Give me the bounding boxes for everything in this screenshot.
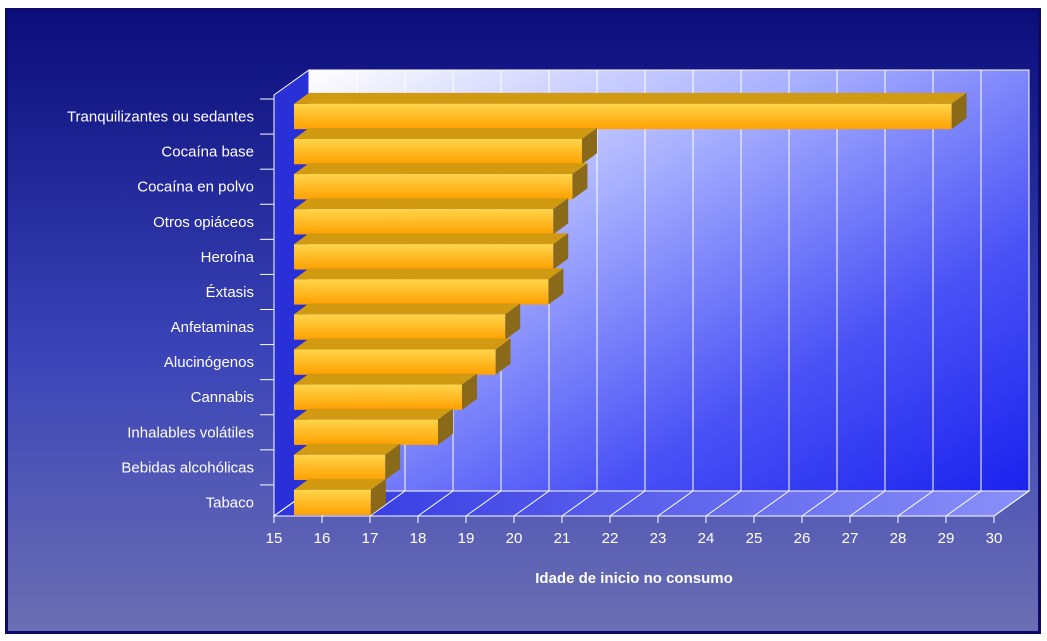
bar-front — [294, 314, 506, 340]
bar-front — [294, 209, 554, 235]
grid-line-floor — [993, 490, 1030, 517]
bar-side — [385, 443, 401, 481]
bar-top — [294, 443, 401, 455]
bars — [294, 92, 967, 516]
bar-chart: Tranquilizantes ou sedantes Cocaína base C… — [67, 69, 1031, 587]
grid-line-floor — [513, 490, 550, 517]
grid-line-floor — [657, 490, 694, 517]
bar — [294, 233, 569, 270]
bar — [294, 127, 597, 165]
bar-side — [572, 163, 588, 200]
bar-top — [294, 303, 521, 315]
x-tick-label: 16 — [314, 530, 331, 547]
x-tick-label: 28 — [890, 530, 907, 547]
bar-side — [548, 268, 564, 305]
bar-front — [294, 349, 496, 375]
bar-top — [294, 127, 597, 139]
grid-line-floor — [753, 490, 790, 517]
x-tick-label: 20 — [506, 530, 523, 547]
bar-top — [294, 198, 569, 210]
grid-line-floor — [369, 490, 406, 517]
bar-front — [294, 138, 582, 165]
bar-top — [294, 373, 477, 385]
bar — [294, 163, 588, 200]
grid-line-floor — [561, 490, 598, 517]
bar-front — [294, 244, 554, 270]
x-tick-label: 25 — [746, 530, 763, 547]
category-label: Bebidas alcohólicas — [121, 459, 254, 476]
bar-top — [294, 268, 564, 280]
category-labels: Tranquilizantes ou sedantes Cocaína base C… — [67, 98, 274, 511]
category-label: Tranquilizantes ou sedantes — [67, 109, 254, 126]
bar — [294, 198, 569, 235]
category-label: Tabaco — [206, 494, 254, 511]
category-label: Heroína — [201, 249, 255, 266]
x-axis-title: Idade de inicio no consumo — [535, 570, 733, 587]
grid-line-floor — [705, 490, 742, 517]
x-tick-label: 19 — [458, 530, 475, 547]
category-label: Otros opiáceos — [153, 214, 254, 231]
bar-side — [505, 303, 521, 340]
bar-top — [294, 163, 588, 175]
x-tick-label: 22 — [602, 530, 619, 547]
bar — [294, 338, 511, 375]
x-tick-label: 21 — [554, 530, 571, 547]
grid-line-floor — [465, 490, 502, 517]
bar — [294, 268, 564, 305]
x-tick-label: 15 — [266, 530, 283, 547]
bar-top — [294, 478, 386, 490]
bar-front — [294, 279, 549, 305]
x-tick-label: 26 — [794, 530, 811, 547]
bar-front — [294, 489, 371, 516]
bar-side — [462, 373, 477, 410]
category-label: Cocaína base — [161, 144, 254, 161]
x-tick-label: 23 — [650, 530, 667, 547]
bar-top — [294, 338, 511, 350]
bar — [294, 408, 453, 445]
x-tick-label: 27 — [842, 530, 859, 547]
grid-line-floor — [609, 490, 646, 517]
bar-front — [294, 454, 386, 481]
category-label: Anfetaminas — [171, 319, 254, 336]
category-label: Cannabis — [191, 389, 254, 406]
bar-top — [294, 408, 453, 420]
x-tick-label: 29 — [938, 530, 955, 547]
grid-line-floor — [849, 490, 886, 517]
bar-top — [294, 92, 967, 104]
grid-line-floor — [897, 490, 934, 517]
bar — [294, 92, 967, 130]
bar-front — [294, 174, 573, 200]
bar-top — [294, 233, 569, 245]
bar-front — [294, 384, 462, 410]
bar-front — [294, 103, 952, 130]
bar-front — [294, 419, 438, 445]
category-label: Cocaína en polvo — [137, 179, 254, 196]
category-label: Alucinógenos — [164, 354, 254, 371]
category-label: Inhalables volátiles — [127, 424, 254, 441]
category-label: Éxtasis — [206, 284, 254, 301]
x-tick-label: 17 — [362, 530, 379, 547]
x-tick-label: 18 — [410, 530, 427, 547]
x-tick-label: 24 — [698, 530, 715, 547]
bar-side — [582, 127, 597, 165]
grid-line-floor — [945, 490, 982, 517]
chart-frame: Tranquilizantes ou sedantes Cocaína base C… — [5, 8, 1041, 634]
bar-side — [951, 92, 967, 130]
x-tick-labels: 15 16 17 18 19 20 21 22 23 24 25 26 27 28 29 30 — [266, 530, 1003, 547]
bar — [294, 373, 477, 410]
grid-line-floor — [801, 490, 838, 517]
x-tick-label: 30 — [986, 530, 1003, 547]
bar — [294, 303, 521, 340]
bar — [294, 478, 386, 516]
bar-side — [553, 198, 569, 235]
grid-line-floor — [417, 490, 454, 517]
bar-side — [438, 408, 453, 445]
bar-side — [553, 233, 569, 270]
bar-side — [370, 478, 386, 516]
bar — [294, 443, 401, 481]
bar-side — [495, 338, 511, 375]
